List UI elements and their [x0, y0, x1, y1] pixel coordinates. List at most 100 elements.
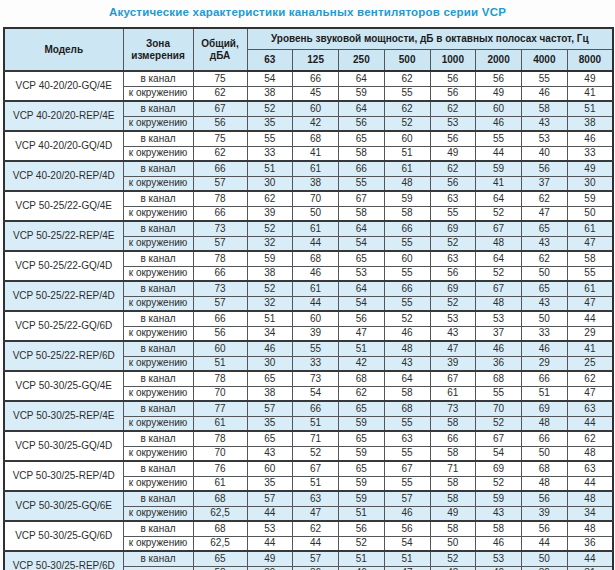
band-value-63hz: 38 [247, 86, 293, 101]
total-dba-value: 62 [193, 146, 247, 161]
band-value-500hz: 62 [384, 101, 430, 116]
total-dba-value: 68 [193, 521, 247, 536]
band-value-125hz: 33 [293, 356, 339, 371]
zone-label: к окружению [123, 146, 193, 161]
total-dba-value: 56 [193, 116, 247, 131]
band-value-500hz: 57 [384, 491, 430, 506]
band-value-2000hz: 67 [476, 431, 522, 446]
band-value-4000hz: 56 [522, 491, 568, 506]
band-value-63hz: 53 [247, 521, 293, 536]
band-value-8000hz: 63 [567, 401, 613, 416]
band-value-250hz: 46 [339, 566, 385, 570]
model-name: VCP 50-25/22-REP/4D [4, 281, 123, 311]
zone-label: к окружению [123, 356, 193, 371]
table-row: VCP 40-20/20-GQ/4Dв канал755568656056555… [4, 131, 613, 146]
band-value-4000hz: 43 [522, 116, 568, 131]
column-header-freq-250: 250 [339, 50, 385, 72]
column-header-model: Модель [4, 28, 123, 71]
zone-label: к окружению [123, 506, 193, 521]
total-dba-value: 62 [193, 86, 247, 101]
band-value-4000hz: 39 [522, 506, 568, 521]
band-value-63hz: 46 [247, 341, 293, 356]
column-header-freq-63: 63 [247, 50, 293, 72]
band-value-8000hz: 29 [567, 326, 613, 341]
band-value-250hz: 66 [339, 161, 385, 176]
band-value-1000hz: 48 [430, 566, 476, 570]
total-dba-value: 66 [193, 206, 247, 221]
band-value-250hz: 42 [339, 356, 385, 371]
band-value-4000hz: 62 [522, 251, 568, 266]
total-dba-value: 61 [193, 476, 247, 491]
band-value-250hz: 51 [339, 551, 385, 566]
band-value-63hz: 32 [247, 236, 293, 251]
band-value-2000hz: 67 [476, 221, 522, 236]
band-value-500hz: 48 [384, 341, 430, 356]
table-row: VCP 40-20/20-GQ/4Eв канал755466646256565… [4, 71, 613, 86]
band-value-2000hz: 44 [476, 146, 522, 161]
band-value-63hz: 65 [247, 371, 293, 386]
column-header-freq-500: 500 [384, 50, 430, 72]
band-value-2000hz: 52 [476, 266, 522, 281]
band-value-63hz: 51 [247, 311, 293, 326]
band-value-250hz: 65 [339, 401, 385, 416]
table-row: VCP 50-30/25-REP/6Dв канал65495751515253… [4, 551, 613, 566]
band-value-2000hz: 52 [476, 206, 522, 221]
total-dba-value: 57 [193, 296, 247, 311]
model-name: VCP 50-25/22-REP/4E [4, 221, 123, 251]
band-value-4000hz: 50 [522, 551, 568, 566]
band-value-2000hz: 48 [476, 296, 522, 311]
band-value-125hz: 50 [293, 206, 339, 221]
band-value-4000hz: 39 [522, 566, 568, 570]
band-value-8000hz: 36 [567, 536, 613, 551]
band-value-250hz: 65 [339, 131, 385, 146]
band-value-1000hz: 58 [430, 521, 476, 536]
band-value-2000hz: 52 [476, 476, 522, 491]
table-row: VCP 50-30/25-GQ/4Eв канал786573686467686… [4, 371, 613, 386]
band-value-1000hz: 47 [430, 341, 476, 356]
band-value-2000hz: 40 [476, 566, 522, 570]
total-dba-value: 77 [193, 401, 247, 416]
page-title: Акустические характеристики канальных ве… [0, 0, 615, 18]
band-value-4000hz: 40 [522, 146, 568, 161]
band-value-125hz: 61 [293, 221, 339, 236]
band-value-500hz: 60 [384, 251, 430, 266]
table-row: VCP 50-25/22-REP/6Dв канал60465551484746… [4, 341, 613, 356]
model-name: VCP 50-25/22-REP/6D [4, 341, 123, 371]
band-value-4000hz: 53 [522, 131, 568, 146]
table-row: VCP 50-30/25-GQ/4Dв канал786571656366676… [4, 431, 613, 446]
total-dba-value: 70 [193, 446, 247, 461]
band-value-500hz: 46 [384, 506, 430, 521]
band-value-4000hz: 51 [522, 386, 568, 401]
band-value-250hz: 59 [339, 476, 385, 491]
band-value-63hz: 54 [247, 71, 293, 86]
band-value-1000hz: 58 [430, 491, 476, 506]
band-value-125hz: 45 [293, 86, 339, 101]
zone-label: в канал [123, 371, 193, 386]
band-value-4000hz: 68 [522, 461, 568, 476]
band-value-500hz: 67 [384, 461, 430, 476]
band-value-8000hz: 30 [567, 176, 613, 191]
band-value-63hz: 60 [247, 461, 293, 476]
band-value-63hz: 57 [247, 491, 293, 506]
band-value-4000hz: 44 [522, 536, 568, 551]
band-value-63hz: 49 [247, 551, 293, 566]
band-value-500hz: 60 [384, 131, 430, 146]
band-value-125hz: 67 [293, 461, 339, 476]
zone-label: к окружению [123, 476, 193, 491]
table-row: VCP 40-20/20-REP/4Dв канал66516166616259… [4, 161, 613, 176]
band-value-250hz: 65 [339, 251, 385, 266]
band-value-4000hz: 66 [522, 431, 568, 446]
band-value-4000hz: 50 [522, 311, 568, 326]
band-value-1000hz: 62 [430, 161, 476, 176]
band-value-1000hz: 58 [430, 446, 476, 461]
band-value-500hz: 55 [384, 236, 430, 251]
band-value-500hz: 55 [384, 86, 430, 101]
band-value-1000hz: 56 [430, 266, 476, 281]
zone-label: в канал [123, 131, 193, 146]
table-row: VCP 50-30/25-REP/4Eв канал77576665687370… [4, 401, 613, 416]
band-value-63hz: 52 [247, 221, 293, 236]
band-value-125hz: 68 [293, 131, 339, 146]
band-value-1000hz: 52 [430, 551, 476, 566]
band-value-4000hz: 69 [522, 401, 568, 416]
band-value-500hz: 58 [384, 206, 430, 221]
